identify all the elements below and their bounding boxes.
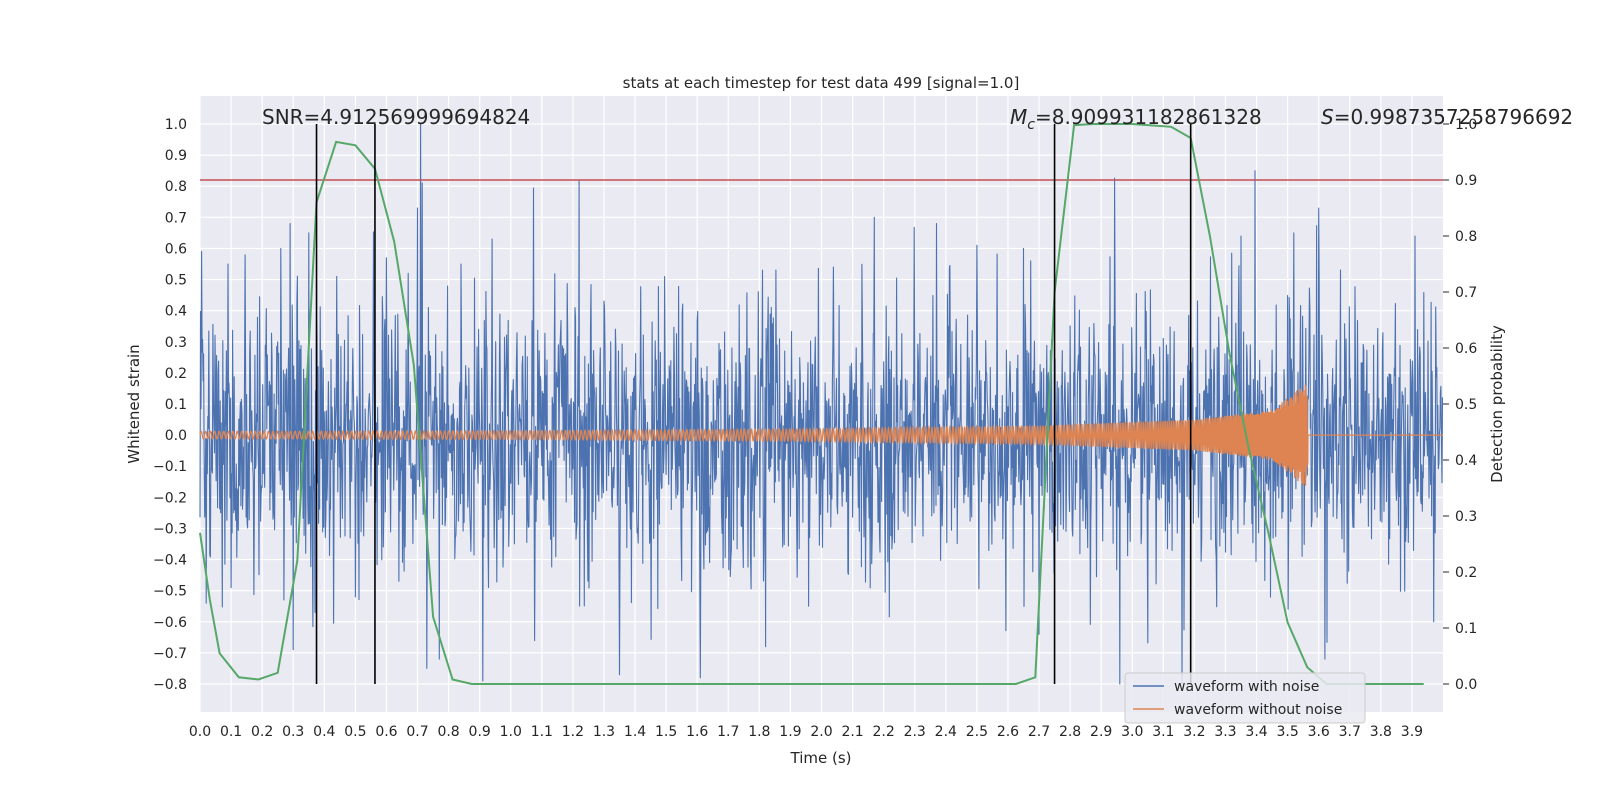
y-tick-label: 0.7	[165, 210, 187, 226]
x-tick-label: 2.5	[966, 724, 988, 740]
right-tick-label: 0.8	[1455, 229, 1477, 245]
x-tick-label: 3.7	[1339, 724, 1361, 740]
x-tick-label: 2.6	[997, 724, 1019, 740]
x-tick-label: 2.3	[904, 724, 926, 740]
y-tick-label: 0.6	[165, 241, 187, 257]
y-axis-label: Whitened strain	[125, 344, 143, 463]
y-tick-label: −0.8	[153, 677, 187, 693]
x-tick-label: 1.4	[624, 724, 646, 740]
chirp-mass-value: =8.909931182861328	[1035, 105, 1262, 129]
x-tick-label: 1.5	[655, 724, 677, 740]
right-tick-label: 1.0	[1455, 117, 1477, 133]
y-tick-label: 0.1	[165, 397, 187, 413]
x-tick-label: 2.1	[841, 724, 863, 740]
x-tick-label: 3.1	[1152, 724, 1174, 740]
right-tick-label: 0.5	[1455, 397, 1477, 413]
x-tick-label: 0.2	[251, 724, 273, 740]
score-annotation: S=0.9987357258796692	[1321, 105, 1573, 129]
y-tick-label: 0.2	[165, 366, 187, 382]
y-tick-label: 0.5	[165, 273, 187, 289]
chirp-mass-subscript: c	[1027, 117, 1035, 133]
chirp-mass-symbol: M	[1010, 105, 1027, 129]
x-tick-label: 0.5	[344, 724, 366, 740]
x-tick-label: 1.2	[562, 724, 584, 740]
right-tick-label: 0.1	[1455, 621, 1477, 637]
right-tick-label: 0.3	[1455, 509, 1477, 525]
x-tick-label: 3.5	[1276, 724, 1298, 740]
legend: waveform with noise waveform without noi…	[1124, 672, 1366, 724]
y-tick-label: 0.0	[165, 428, 187, 444]
score-symbol: S	[1321, 105, 1334, 129]
x-tick-label: 3.8	[1370, 724, 1392, 740]
right-tick-label: 0.6	[1455, 341, 1477, 357]
y-tick-label: 1.0	[165, 117, 187, 133]
gridlines	[199, 96, 1443, 712]
chirp-mass-annotation: Mc=8.909931182861328	[1010, 105, 1262, 133]
x-tick-label: 2.9	[1090, 724, 1112, 740]
x-tick-label: 3.2	[1183, 724, 1205, 740]
x-tick-label: 1.8	[748, 724, 770, 740]
x-axis-ticks: 0.0 0.1 0.2 0.3 0.4 0.5 0.6 0.7 0.8 0.9 1.0 1.1 1.2 1…	[189, 724, 1423, 740]
right-tick-label: 0.4	[1455, 453, 1477, 469]
x-tick-label: 1.9	[779, 724, 801, 740]
score-value: =0.9987357258796692	[1334, 105, 1573, 129]
y-tick-label: 0.4	[165, 304, 187, 320]
x-tick-label: 2.0	[810, 724, 832, 740]
x-tick-label: 2.2	[873, 724, 895, 740]
series-waveform-without-noise	[199, 384, 1443, 486]
y-axis-ticks: −0.8 −0.7 −0.6 −0.5 −0.4 −0.3 −0.2 −0.1 0.0 0.1 0.…	[153, 117, 187, 693]
right-tick-label: 0.2	[1455, 565, 1477, 581]
x-tick-label: 2.4	[935, 724, 957, 740]
x-tick-label: 0.4	[313, 724, 335, 740]
series-waveform-with-noise	[199, 123, 1444, 685]
x-tick-label: 1.1	[531, 724, 553, 740]
y-tick-label: −0.5	[153, 584, 187, 600]
x-tick-label: 1.3	[593, 724, 615, 740]
x-tick-label: 0.0	[189, 724, 211, 740]
x-tick-label: 1.6	[686, 724, 708, 740]
x-tick-label: 3.0	[1121, 724, 1143, 740]
y-tick-label: 0.9	[165, 148, 187, 164]
legend-box	[1124, 672, 1366, 724]
y-tick-label: −0.3	[153, 521, 187, 537]
legend-entry-noise: waveform with noise	[1174, 679, 1319, 695]
series-layer	[199, 123, 1444, 685]
x-tick-label: 1.7	[717, 724, 739, 740]
snr-annotation: SNR=4.912569999694824	[262, 105, 530, 129]
x-tick-label: 3.6	[1308, 724, 1330, 740]
x-tick-label: 1.0	[500, 724, 522, 740]
x-tick-label: 0.3	[282, 724, 304, 740]
x-tick-label: 0.7	[406, 724, 428, 740]
right-tick-label: 0.7	[1455, 285, 1477, 301]
x-tick-label: 3.4	[1245, 724, 1267, 740]
x-tick-label: 0.8	[437, 724, 459, 740]
right-tick-label: 0.0	[1455, 677, 1477, 693]
y-tick-label: −0.1	[153, 459, 187, 475]
x-tick-label: 0.9	[469, 724, 491, 740]
right-axis-ticks: 0.0 0.1 0.2 0.3 0.4 0.5 0.6 0.7 0.8 0.9 1.0	[1443, 117, 1477, 693]
y-tick-label: 0.3	[165, 335, 187, 351]
y-tick-label: −0.6	[153, 615, 187, 631]
x-tick-label: 2.7	[1028, 724, 1050, 740]
y-tick-label: 0.8	[165, 179, 187, 195]
y-tick-label: −0.4	[153, 553, 187, 569]
series-detection-probability	[199, 123, 1424, 685]
legend-entry-clean: waveform without noise	[1174, 702, 1342, 718]
x-axis-label: Time (s)	[790, 749, 852, 767]
x-tick-label: 0.1	[220, 724, 242, 740]
x-tick-label: 0.6	[375, 724, 397, 740]
x-tick-label: 3.3	[1214, 724, 1236, 740]
x-tick-label: 3.9	[1401, 724, 1423, 740]
y-tick-label: −0.2	[153, 490, 187, 506]
right-axis-label: Detection probability	[1488, 325, 1506, 483]
x-tick-label: 2.8	[1059, 724, 1081, 740]
chart-title: stats at each timestep for test data 499…	[623, 74, 1020, 92]
right-tick-label: 0.9	[1455, 173, 1477, 189]
y-tick-label: −0.7	[153, 646, 187, 662]
